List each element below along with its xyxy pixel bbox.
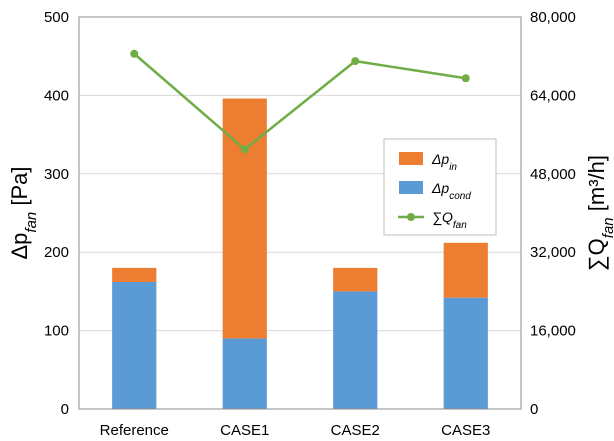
right-tick-label: 32,000 xyxy=(530,244,576,261)
plot-frame xyxy=(78,16,522,410)
legend-swatch xyxy=(399,181,423,194)
x-tick-label: CASE2 xyxy=(331,422,380,439)
bar-segment xyxy=(222,338,267,409)
right-tick-label: 80,000 xyxy=(530,9,576,26)
legend: Δpin Δpcond ∑Qfan xyxy=(383,138,497,236)
right-axis-title: ∑Qfan [m³/h] xyxy=(584,155,614,271)
left-tick-label: 300 xyxy=(44,166,69,183)
left-axis-title: Δpfan [Pa] xyxy=(7,166,40,259)
bar-segment xyxy=(443,242,488,298)
left-tick-label: 400 xyxy=(44,87,69,104)
flow-point xyxy=(461,74,470,83)
flow-line xyxy=(130,49,470,154)
axis-titles: Δpfan [Pa] ∑Qfan [m³/h] xyxy=(7,155,614,271)
legend-swatch xyxy=(399,152,423,165)
left-tick-label: 500 xyxy=(44,9,69,26)
bar-segment xyxy=(333,267,378,292)
flow-point xyxy=(240,145,249,154)
flow-point xyxy=(351,57,360,66)
legend-label: Δpin xyxy=(431,151,457,173)
left-tick-label: 100 xyxy=(44,323,69,340)
x-tick-label: Reference xyxy=(100,422,169,439)
flow-series-line xyxy=(133,52,466,151)
x-axis-ticks: Reference CASE1 CASE2 CASE3 xyxy=(100,422,491,439)
plot-border xyxy=(78,16,522,410)
legend-label: Δpcond xyxy=(431,180,471,202)
left-tick-label: 200 xyxy=(44,244,69,261)
bar-segment xyxy=(112,281,157,409)
left-axis-ticks: 0 100 200 300 400 500 xyxy=(44,9,69,418)
bar-segment xyxy=(112,267,157,282)
legend-marker xyxy=(407,213,415,221)
right-tick-label: 48,000 xyxy=(530,166,576,183)
right-axis-ticks: 0 16,000 32,000 48,000 64,000 80,000 xyxy=(530,9,576,418)
left-tick-label: 0 xyxy=(61,401,69,418)
x-tick-label: CASE1 xyxy=(220,422,269,439)
flow-point xyxy=(130,49,139,58)
right-tick-label: 64,000 xyxy=(530,87,576,104)
bar-segment xyxy=(333,291,378,409)
right-tick-label: 16,000 xyxy=(530,323,576,340)
bar-segment xyxy=(443,297,488,409)
legend-label: ∑Qfan xyxy=(432,209,467,231)
right-tick-label: 0 xyxy=(530,401,538,418)
x-tick-label: CASE3 xyxy=(441,422,490,439)
